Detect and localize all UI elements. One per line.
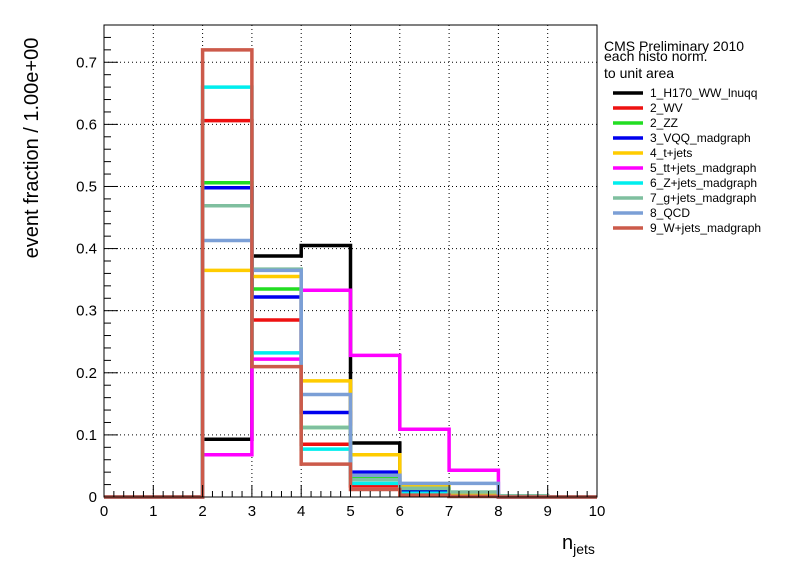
y-tick-label: 0.7 <box>76 54 97 71</box>
axes: 0 1 2 3 4 5 6 7 8 9 10 0 0.1 0.2 0.3 0.4 0.5 0.6 0.7 <box>76 24 606 520</box>
y-tick-label: 0.6 <box>76 116 97 133</box>
legend-label: 2_ZZ <box>650 116 678 130</box>
x-axis-label: njets <box>562 532 595 557</box>
x-tick-label: 10 <box>589 503 606 520</box>
y-axis-label: event fraction / 1.00e+00 <box>21 38 43 259</box>
y-tick-label: 0.3 <box>76 303 97 320</box>
legend-label: 6_Z+jets_madgraph <box>650 176 757 190</box>
x-axis-label-main: n <box>562 532 573 554</box>
x-tick-label: 6 <box>396 503 404 520</box>
y-tick-label: 0.2 <box>76 365 97 382</box>
y-tick-label: 0.4 <box>76 241 97 258</box>
x-tick-label: 8 <box>494 503 502 520</box>
legend: 1_H170_WW_lnuqq2_WV2_ZZ3_VQQ_madgraph4_t… <box>613 86 761 235</box>
x-axis-label-sub: jets <box>572 541 595 557</box>
x-tick-label: 0 <box>100 503 108 520</box>
norm-annotation-line2: to unit area <box>604 65 674 81</box>
x-tick-label: 7 <box>445 503 453 520</box>
x-tick-label: 1 <box>149 503 157 520</box>
legend-label: 1_H170_WW_lnuqq <box>650 86 757 100</box>
y-tick-label: 0.5 <box>76 178 97 195</box>
y-tick-label: 0 <box>89 489 97 506</box>
cms-annotation: CMS Preliminary 2010 <box>604 38 744 54</box>
legend-label: 3_VQQ_madgraph <box>650 131 751 145</box>
x-tick-label: 5 <box>346 503 354 520</box>
x-tick-label: 9 <box>544 503 552 520</box>
legend-label: 8_QCD <box>650 206 690 220</box>
norm-annotation-line1: each histo norm. <box>604 48 708 64</box>
legend-label: 2_WV <box>650 101 683 115</box>
legend-label: 4_t+jets <box>650 146 692 160</box>
x-tick-label: 4 <box>297 503 305 520</box>
legend-label: 9_W+jets_madgraph <box>650 221 761 235</box>
x-tick-label: 2 <box>198 503 206 520</box>
legend-label: 5_tt+jets_madgraph <box>650 161 756 175</box>
x-tick-label: 3 <box>248 503 256 520</box>
legend-label: 7_g+jets_madgraph <box>650 191 756 205</box>
y-tick-label: 0.1 <box>76 427 97 444</box>
